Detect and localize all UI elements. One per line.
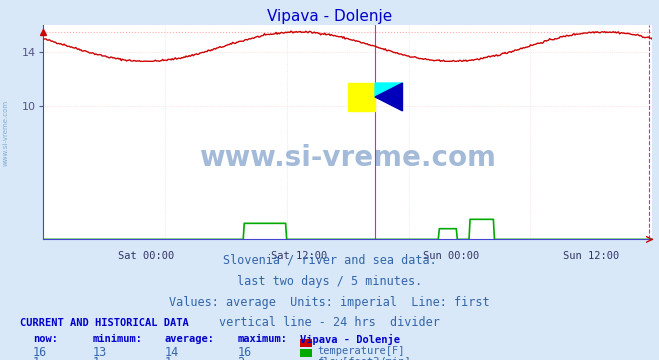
- Text: 13: 13: [92, 346, 107, 359]
- Text: 2: 2: [237, 356, 244, 360]
- Text: CURRENT AND HISTORICAL DATA: CURRENT AND HISTORICAL DATA: [20, 318, 188, 328]
- Text: maximum:: maximum:: [237, 334, 287, 344]
- Polygon shape: [375, 83, 403, 111]
- Polygon shape: [375, 83, 403, 97]
- Text: vertical line - 24 hrs  divider: vertical line - 24 hrs divider: [219, 316, 440, 329]
- Text: 16: 16: [237, 346, 252, 359]
- Text: last two days / 5 minutes.: last two days / 5 minutes.: [237, 275, 422, 288]
- Text: Sat 12:00: Sat 12:00: [271, 251, 327, 261]
- Text: Sat 00:00: Sat 00:00: [119, 251, 175, 261]
- Text: flow[foot3/min]: flow[foot3/min]: [317, 356, 411, 360]
- Text: Sun 00:00: Sun 00:00: [423, 251, 479, 261]
- Text: Vipava - Dolenje: Vipava - Dolenje: [300, 334, 400, 345]
- Text: Values: average  Units: imperial  Line: first: Values: average Units: imperial Line: fi…: [169, 296, 490, 309]
- Text: www.si-vreme.com: www.si-vreme.com: [2, 100, 9, 166]
- Text: average:: average:: [165, 334, 215, 344]
- Text: Vipava - Dolenje: Vipava - Dolenje: [267, 9, 392, 24]
- Text: now:: now:: [33, 334, 58, 344]
- Text: temperature[F]: temperature[F]: [317, 346, 405, 356]
- Text: 1: 1: [33, 356, 40, 360]
- Text: Slovenia / river and sea data.: Slovenia / river and sea data.: [223, 254, 436, 267]
- Text: minimum:: minimum:: [92, 334, 142, 344]
- Text: 1: 1: [165, 356, 172, 360]
- Text: Sun 12:00: Sun 12:00: [563, 251, 619, 261]
- Text: 14: 14: [165, 346, 179, 359]
- Text: www.si-vreme.com: www.si-vreme.com: [199, 144, 496, 172]
- Text: 1: 1: [92, 356, 100, 360]
- Text: 16: 16: [33, 346, 47, 359]
- Bar: [348, 83, 375, 111]
